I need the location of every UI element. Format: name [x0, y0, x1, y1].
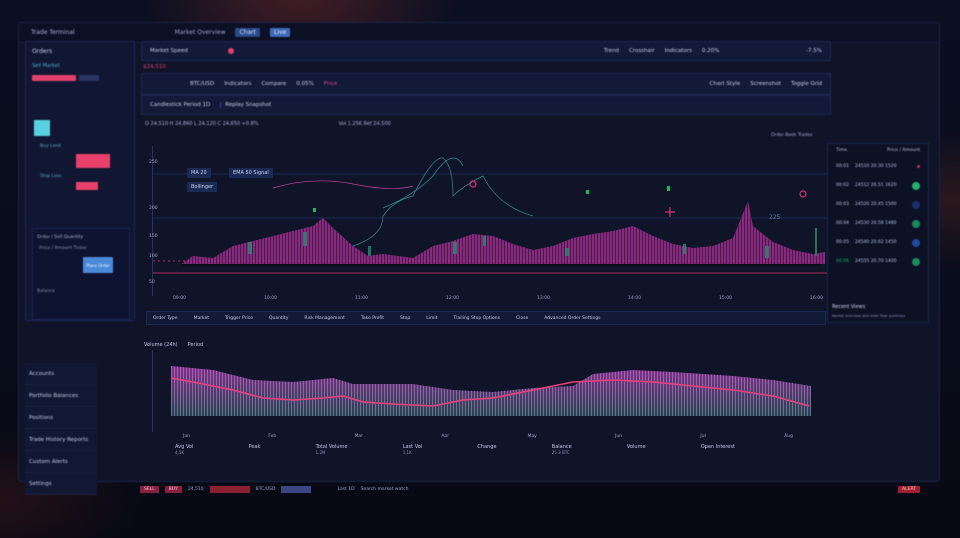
volume-stats: Avg Vol 4.5K Peak Total Volume 1.2M Last V… [175, 444, 735, 455]
tab-chart[interactable]: Chart [235, 28, 260, 37]
recent-views-sub: Market overview and order flow summary [832, 314, 906, 318]
overlay-label-bollinger[interactable]: Bollinger [187, 182, 218, 192]
volume-x-axis: Jan Feb Mar Apr May Jun Jul Aug [183, 434, 793, 439]
order-book-header: Order Book Trades [771, 133, 813, 138]
chart-toolbar: BTC/USD Indicators Compare 0.05% Price C… [141, 73, 831, 95]
y-tick: 50 [149, 280, 155, 285]
volume-chart[interactable]: Jan Feb Mar Apr May Jun Jul Aug [152, 350, 817, 439]
period[interactable]: Last 1D [337, 486, 355, 492]
title-bar: Trade Terminal Market Overview Chart Liv… [19, 23, 939, 43]
order-item-buy[interactable]: Buy Limit [40, 144, 62, 149]
symbol-bar: Market Speed Trend Crosshair Indicators … [141, 41, 831, 61]
replay-snapshot[interactable]: Replay Snapshot [220, 102, 271, 108]
search-market-watch[interactable]: Search market watch [360, 486, 409, 492]
change-percent: 0.20% [701, 48, 720, 54]
order-form-subtitle: Price / Amount Ticker [39, 246, 87, 251]
place-order-button[interactable]: Place Order [83, 257, 113, 273]
nav-history[interactable]: Trade History Reports [25, 429, 97, 451]
sell-bar[interactable] [32, 75, 76, 81]
buy-bar[interactable] [79, 75, 99, 81]
candle-period[interactable]: Candlestick Period 1D [150, 102, 211, 108]
volume-chart-header: Volume (24h) Period [144, 342, 204, 348]
order-book-row[interactable]: 00:03 24520 20.45 1500 [828, 195, 928, 214]
balance-label: Balance [37, 289, 55, 294]
price-toggle[interactable]: Price [323, 81, 338, 87]
window-title: Trade Terminal [31, 29, 75, 36]
ohlc-info: O 24,510 H 24,860 L 24,120 C 24,650 +0.8… [145, 121, 391, 127]
price-tag: $24,510 [143, 64, 166, 70]
toggle-grid-button[interactable]: Toggle Grid [791, 81, 822, 87]
ticker: BTC/USD [190, 81, 215, 87]
y-tick: 250 [149, 160, 158, 165]
day-change: -7.5% [806, 48, 822, 54]
order-item-stop[interactable]: Stop Loss [40, 174, 62, 179]
nav-settings[interactable]: Settings [25, 473, 97, 495]
y-tick: 150 [149, 234, 158, 239]
screenshot-button[interactable]: Screenshot [750, 81, 782, 87]
order-book-row[interactable]: 00:05 24540 20.62 1450 [828, 233, 928, 252]
chart-style-button[interactable]: Chart Style [709, 81, 741, 87]
asset-icon [34, 120, 50, 136]
last-price: 24,510 [187, 486, 204, 492]
left-nav: Accounts Portfolio Balances Positions Tr… [25, 363, 97, 495]
order-panel: Orders Sell Market Buy Limit Stop Loss O… [25, 41, 135, 321]
sub-toolbar: Candlestick Period 1D Replay Snapshot [141, 95, 831, 115]
order-book-col-price: Price / Amount [886, 148, 920, 153]
order-book-col-time: Time [836, 148, 848, 153]
status-bar: SELL BUY 24,510 BTC/USD Last 1D Search m… [140, 483, 920, 495]
annotation: 225 [769, 214, 781, 221]
tab-market-overview[interactable]: Market Overview [174, 29, 226, 36]
indicators-tool[interactable]: Indicators [664, 48, 692, 54]
overlay-label-ema[interactable]: EMA 50 Signal [229, 168, 273, 178]
sell-status[interactable]: SELL [140, 485, 159, 493]
y-tick: 100 [149, 254, 158, 259]
price-meter [209, 485, 250, 493]
x-axis: 09:00 10:00 11:00 12:00 13:00 14:00 15:0… [173, 296, 823, 301]
y-tick: 200 [149, 206, 158, 211]
order-item-sell[interactable]: Sell Market [32, 63, 60, 69]
trend-tool[interactable]: Trend [603, 48, 619, 54]
indicators-button[interactable]: Indicators [224, 81, 252, 87]
nav-portfolio[interactable]: Portfolio Balances [25, 385, 97, 407]
price-badge[interactable] [76, 154, 110, 168]
order-panel-header: Orders [32, 48, 53, 55]
nav-alerts[interactable]: Custom Alerts [25, 451, 97, 473]
ticker-meter [281, 485, 312, 493]
symbol-speed: Market Speed [150, 48, 188, 54]
crosshair-tool[interactable]: Crosshair [628, 48, 655, 54]
buy-status[interactable]: BUY [164, 485, 182, 493]
recent-views-title: Recent Views [832, 304, 866, 310]
status-ticker: BTC/USD [255, 486, 276, 492]
price-chart[interactable]: 250 200 150 100 50 MA 20 EMA 50 Signal B… [149, 146, 827, 301]
spread-value: 0.05% [296, 81, 314, 87]
tab-live[interactable]: Live [269, 28, 291, 37]
nav-accounts[interactable]: Accounts [25, 363, 97, 385]
order-book-row[interactable]: 00:01 24510 20.30 1520 [828, 157, 928, 176]
order-book-row[interactable]: 00:04 24530 20.58 1480 [828, 214, 928, 233]
overlay-label-ma[interactable]: MA 20 [187, 168, 211, 178]
order-form-title: Order / Sell Quantity [37, 235, 84, 240]
nav-positions[interactable]: Positions [25, 407, 97, 429]
order-book-panel: Time Price / Amount 00:01 24510 20.30 152… [827, 143, 929, 323]
live-dot-icon [227, 48, 234, 54]
order-book-row[interactable]: 00:06 24555 20.70 1400 [828, 252, 928, 271]
alert-button[interactable]: ALERT [898, 485, 920, 493]
compare-button[interactable]: Compare [261, 81, 287, 87]
order-book-row[interactable]: 00:02 24512 20.51 1620 [828, 176, 928, 195]
order-settings-row: Order Type Market Trigger Price Quantity… [146, 311, 826, 325]
main-area: Market Speed Trend Crosshair Indicators … [141, 41, 831, 133]
stop-badge[interactable] [76, 182, 98, 190]
